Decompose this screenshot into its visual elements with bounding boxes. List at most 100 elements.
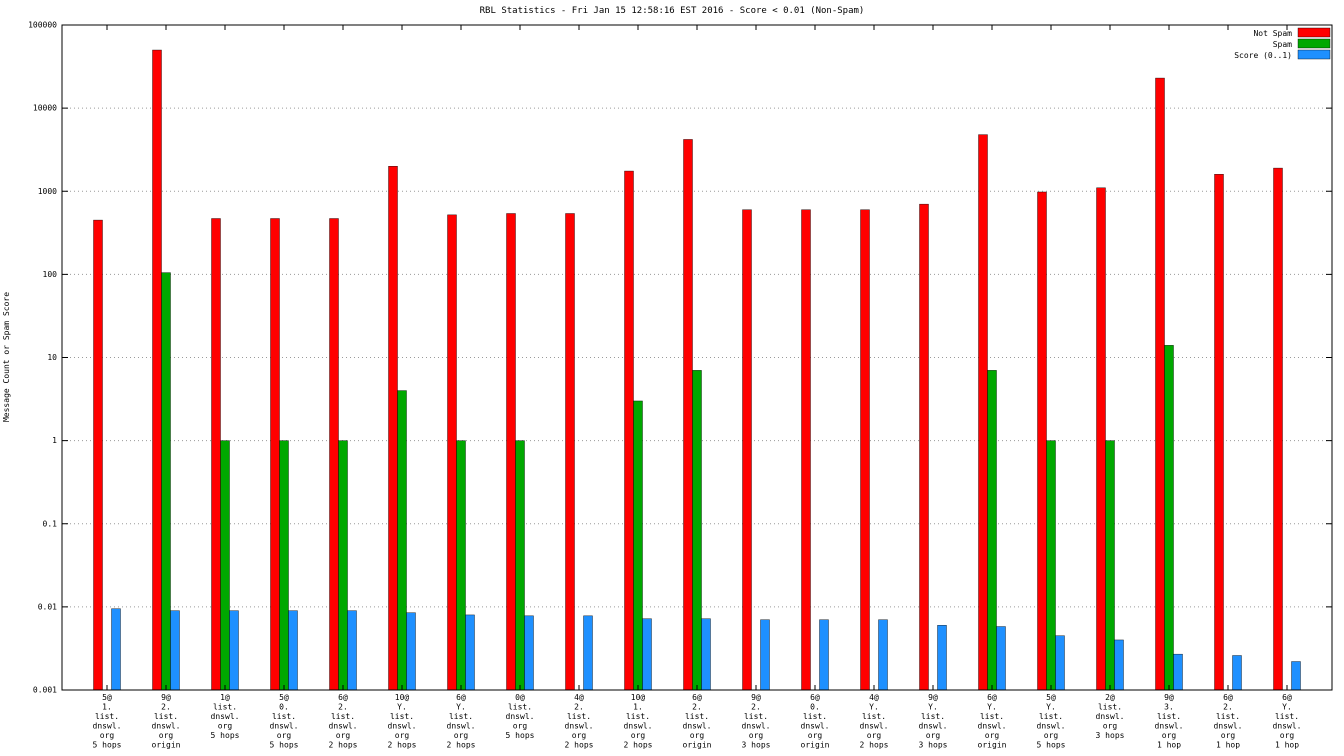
bar-0-5: [388, 166, 398, 691]
bar-0-18: [1155, 77, 1165, 691]
x-tick-label: 6@ Y. list. dnswl. org 1 hop: [1273, 693, 1302, 750]
bar-0-7: [506, 213, 516, 691]
bar-1-9: [633, 400, 643, 691]
x-tick-label: 1@ list. dnswl. org 5 hops: [211, 693, 240, 740]
legend-label-not-spam: Not Spam: [1253, 29, 1292, 38]
bar-0-12: [801, 209, 811, 691]
y-tick-label: 100: [43, 270, 58, 279]
y-tick-label: 100000: [28, 21, 57, 30]
bar-0-17: [1096, 187, 1106, 691]
bar-0-13: [860, 209, 870, 691]
x-tick-label: 9@ Y. list. dnswl. org 3 hops: [919, 693, 948, 750]
y-tick-label: 1: [52, 436, 57, 445]
x-tick-label: 0@ list. dnswl. org 5 hops: [506, 693, 535, 740]
bar-0-9: [624, 170, 634, 691]
x-tick-label: 6@ 2. list. dnswl. org origin: [683, 693, 712, 750]
bar-2-11: [760, 619, 770, 691]
bars-layer: [93, 49, 1301, 691]
x-tick-label: 9@ 2. list. dnswl. org origin: [152, 693, 181, 750]
bar-2-13: [878, 619, 888, 691]
bar-1-4: [338, 440, 348, 691]
bar-2-7: [524, 615, 534, 691]
y-tick-label: 10: [47, 353, 57, 362]
legend-swatch-not-spam: [1297, 27, 1331, 38]
legend-item-not-spam: Not Spam: [1253, 27, 1331, 38]
bar-2-8: [583, 615, 593, 691]
x-tick-label: 9@ 2. list. dnswl. org 3 hops: [742, 693, 771, 750]
bar-0-15: [978, 134, 988, 691]
bar-2-19: [1232, 655, 1242, 691]
bar-1-15: [987, 370, 997, 691]
x-tick-label: 6@ Y. list. dnswl. org origin: [978, 693, 1007, 750]
x-tick-label: 4@ Y. list. dnswl. org 2 hops: [860, 693, 889, 750]
legend-item-score: Score (0..1): [1234, 49, 1331, 60]
bar-0-1: [152, 49, 162, 691]
bar-1-10: [692, 370, 702, 691]
bar-0-3: [270, 218, 280, 691]
y-tick-label: 0.01: [38, 602, 57, 611]
bar-0-4: [329, 218, 339, 691]
y-tick-label: 1000: [38, 187, 57, 196]
x-tick-label: 6@ 2. list. dnswl. org 1 hop: [1214, 693, 1243, 750]
y-tick-label: 0.001: [33, 686, 57, 695]
bar-2-17: [1114, 639, 1124, 691]
bar-2-18: [1173, 653, 1183, 691]
bar-2-20: [1291, 661, 1301, 691]
bar-2-12: [819, 619, 829, 691]
bar-0-19: [1214, 174, 1224, 691]
bar-0-11: [742, 209, 752, 691]
bar-2-0: [111, 608, 121, 691]
x-tick-label: 2@ list. dnswl. org 3 hops: [1096, 693, 1125, 740]
y-axis-title: Message Count or Spam Score: [2, 292, 11, 422]
legend-swatch-spam: [1297, 38, 1331, 49]
x-tick-label: 10@ 1. list. dnswl. org 2 hops: [624, 693, 653, 750]
x-tick-label: 5@ 0. list. dnswl. org 5 hops: [270, 693, 299, 750]
bar-2-5: [406, 612, 416, 691]
legend-label-spam: Spam: [1273, 40, 1292, 49]
x-tick-label: 9@ 3. list. dnswl. org 1 hop: [1155, 693, 1184, 750]
bar-2-6: [465, 614, 475, 691]
bar-2-16: [1055, 635, 1065, 691]
bar-1-5: [397, 390, 407, 691]
bar-1-17: [1105, 440, 1115, 691]
bar-2-3: [288, 610, 298, 691]
x-tick-label: 6@ 2. list. dnswl. org 2 hops: [329, 693, 358, 750]
bar-0-10: [683, 139, 693, 691]
bar-2-14: [937, 625, 947, 691]
x-tick-label: 6@ 0. list. dnswl. org origin: [801, 693, 830, 750]
bar-2-9: [642, 618, 652, 691]
plot-border: [61, 24, 1333, 691]
bar-0-16: [1037, 191, 1047, 691]
bar-1-1: [161, 272, 171, 691]
bar-2-10: [701, 618, 711, 691]
bar-1-16: [1046, 440, 1056, 691]
y-tick-label: 0.1: [43, 519, 58, 528]
x-tick-label: 5@ Y. list. dnswl. org 5 hops: [1037, 693, 1066, 750]
bar-2-15: [996, 626, 1006, 691]
x-tick-label: 5@ 1. list. dnswl. org 5 hops: [93, 693, 122, 750]
legend-swatch-score: [1297, 49, 1331, 60]
bar-0-6: [447, 214, 457, 691]
bar-1-7: [515, 440, 525, 691]
chart-title: RBL Statistics - Fri Jan 15 12:58:16 EST…: [480, 6, 865, 16]
bar-1-3: [279, 440, 289, 691]
bar-0-14: [919, 203, 929, 691]
x-tick-label: 6@ Y. list. dnswl. org 2 hops: [447, 693, 476, 750]
legend-item-spam: Spam: [1273, 38, 1331, 49]
x-tick-label: 10@ Y. list. dnswl. org 2 hops: [388, 693, 417, 750]
bar-1-18: [1164, 345, 1174, 691]
bar-0-0: [93, 219, 103, 691]
bar-2-1: [170, 610, 180, 691]
legend-label-score: Score (0..1): [1234, 51, 1292, 60]
legend: Not Spam Spam Score (0..1): [1234, 27, 1331, 60]
y-tick-label: 10000: [33, 104, 57, 113]
bar-2-4: [347, 610, 357, 691]
bar-0-8: [565, 213, 575, 691]
axes-layer: 100000 10000 1000 100 10 1 0.1 0.01 0.001 5@ 1. lis…: [28, 21, 1333, 750]
x-tick-label: 4@ 2. list. dnswl. org 2 hops: [565, 693, 594, 750]
bar-1-6: [456, 440, 466, 691]
bar-0-2: [211, 218, 221, 691]
bar-1-2: [220, 440, 230, 691]
